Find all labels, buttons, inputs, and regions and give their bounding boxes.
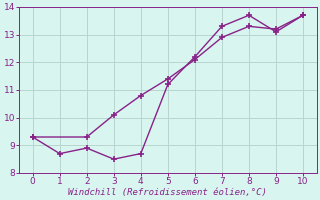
X-axis label: Windchill (Refroidissement éolien,°C): Windchill (Refroidissement éolien,°C)	[68, 188, 267, 197]
